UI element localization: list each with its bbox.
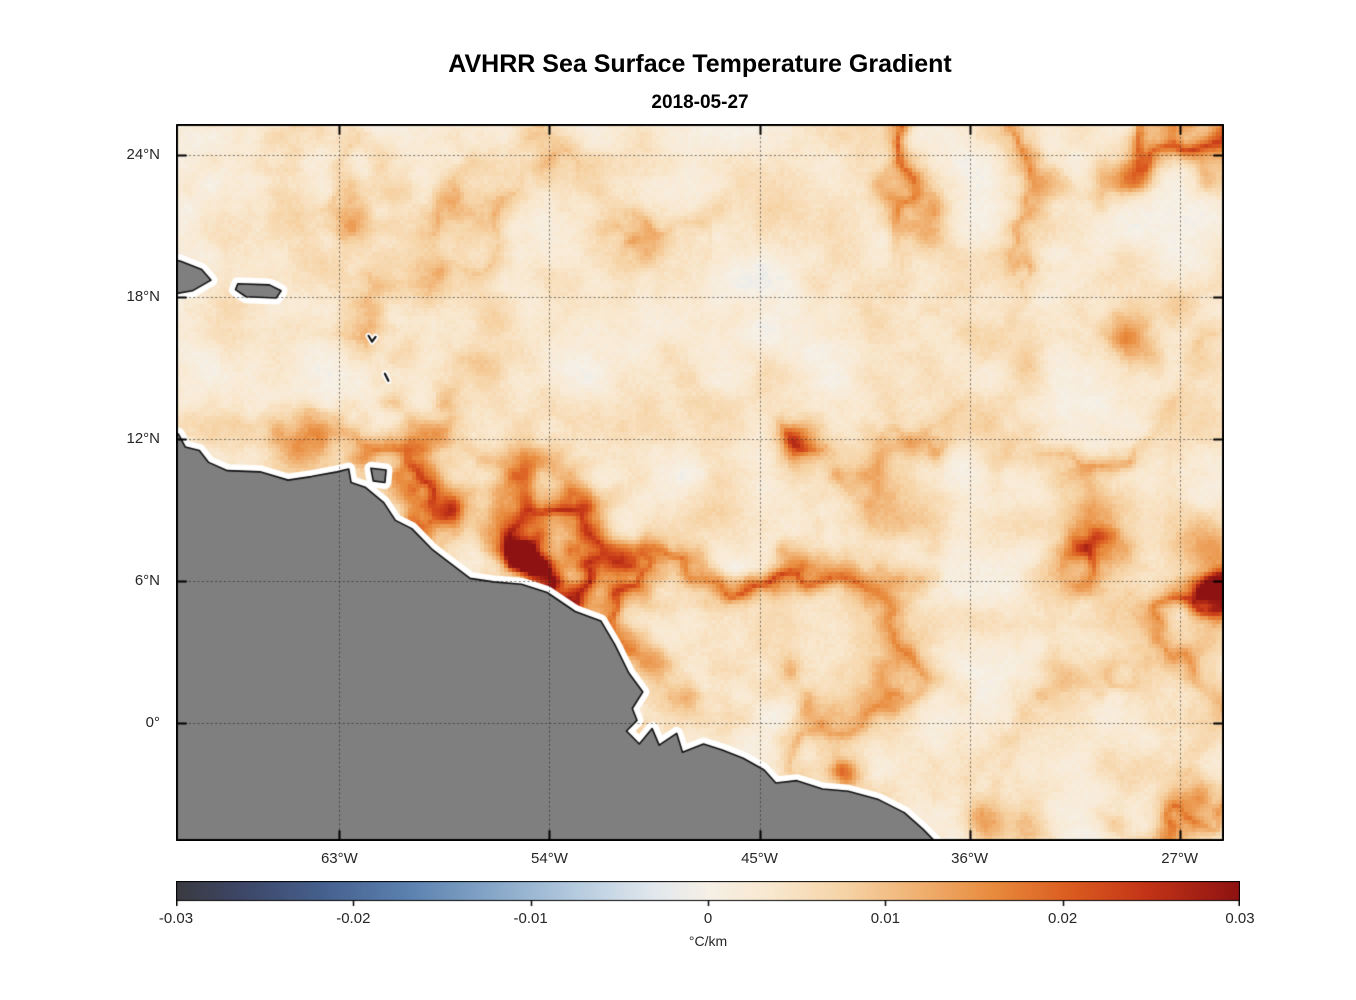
colorbar-tick-label: 0.03 bbox=[1225, 910, 1255, 927]
y-axis-tick-label: 18°N bbox=[126, 287, 160, 305]
y-axis-tick-label: 12°N bbox=[126, 429, 160, 447]
colorbar-tick-label: 0.02 bbox=[1048, 910, 1078, 927]
x-axis-tick-label: 63°W bbox=[320, 850, 358, 867]
x-axis-tick-label: 36°W bbox=[951, 850, 988, 867]
colorbar-tick-label: -0.03 bbox=[158, 910, 194, 927]
map-plot-area bbox=[176, 124, 1224, 841]
y-axis-tick-label: 6°N bbox=[134, 571, 160, 589]
x-axis-tick-label: 45°W bbox=[741, 850, 778, 867]
colorbar-tick-label: 0 bbox=[703, 910, 713, 927]
x-axis-tick-label: 27°W bbox=[1161, 850, 1199, 867]
colorbar-tick-labels: -0.03 -0.02 -0.01 0 0.01 0.02 0.03 bbox=[159, 909, 1255, 929]
chart-subtitle: 2018-05-27 bbox=[651, 92, 749, 113]
y-axis-tick-label: 24°N bbox=[126, 145, 160, 163]
colorbar-units-label: °C/km bbox=[688, 933, 728, 949]
x-axis-tick-labels: 63°W 54°W 45°W 36°W 27°W bbox=[176, 849, 1224, 871]
chart-title: AVHRR Sea Surface Temperature Gradient bbox=[448, 50, 952, 78]
colorbar-tick-label: -0.02 bbox=[336, 910, 371, 927]
colorbar bbox=[176, 881, 1240, 907]
colorbar-tick-label: 0.01 bbox=[870, 910, 900, 927]
x-axis-tick-label: 54°W bbox=[531, 850, 568, 867]
colorbar-tick-label: -0.01 bbox=[513, 910, 548, 927]
sst-gradient-map-canvas bbox=[176, 124, 1224, 841]
y-axis-tick-labels: 24°N 18°N 12°N 6°N 0° bbox=[0, 124, 168, 841]
colorbar-gradient bbox=[176, 881, 1240, 907]
y-axis-tick-label: 0° bbox=[145, 713, 160, 731]
